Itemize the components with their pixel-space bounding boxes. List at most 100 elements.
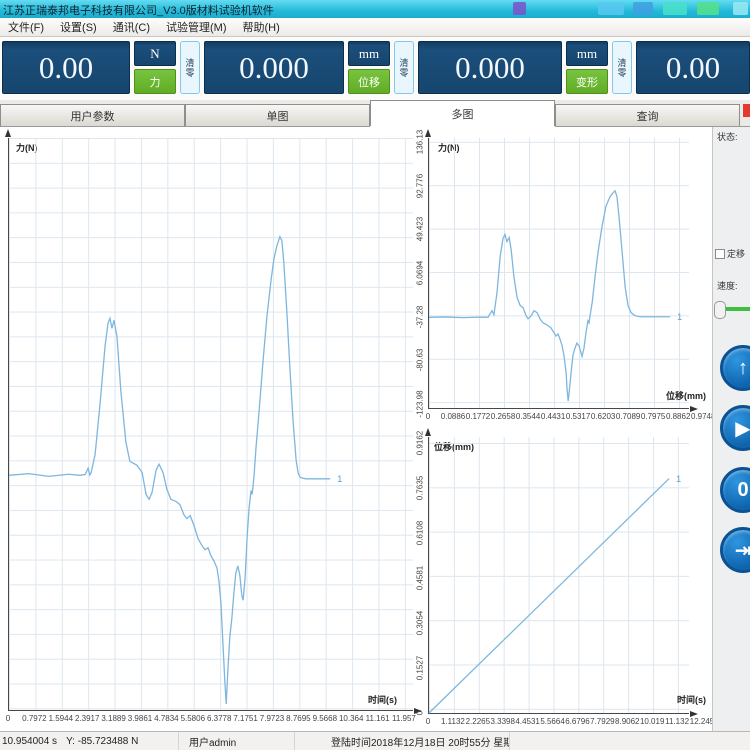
menubar: 文件(F) 设置(S) 通讯(C) 试验管理(M) 帮助(H) bbox=[0, 18, 750, 37]
data-series-line bbox=[9, 237, 330, 704]
y-axis-arrow-icon bbox=[425, 428, 431, 436]
x-tick: 11.957 bbox=[392, 714, 416, 723]
chart-area: 力(N) 1 00.79721.59442.39173.18893.98614.… bbox=[0, 127, 750, 731]
login-time-readout: 登陆时间2018年12月18日 20时55分 星期二 bbox=[331, 737, 510, 749]
extra-value: 0.00 bbox=[636, 41, 750, 94]
y-tick: 136.13 bbox=[415, 129, 425, 155]
y-tick: 0.1527 bbox=[415, 655, 425, 681]
force-unit: N bbox=[134, 41, 176, 66]
chart-force-time: 力(N) 1 00.79721.59442.39173.18893.98614.… bbox=[0, 127, 422, 731]
tab-user-params[interactable]: 用户参数 bbox=[0, 104, 185, 126]
x-tick-labels: 0 1.1132 2.2265 3.3398 4.4531 5.5664 6.6796 7.7… bbox=[426, 717, 714, 727]
x-tick: 6.3778 bbox=[206, 714, 232, 723]
statusbar: 10.954004 s Y: -85.723488 N 用户admin 登陆时间… bbox=[0, 731, 750, 750]
titlebar-decoration bbox=[663, 2, 687, 15]
x-tick: 12.245 bbox=[689, 717, 715, 726]
x-axis-label: 位移(mm) bbox=[666, 391, 706, 401]
menu-item-file[interactable]: 文件(F) bbox=[8, 22, 45, 34]
deformation-label: 变形 bbox=[566, 69, 608, 94]
x-tick-labels: 0 0.0886 0.1772 0.2658 0.3544 0.4431 0.5317 0.6… bbox=[426, 412, 716, 422]
deformation-display-group: 0.000 mm 变形 清零 bbox=[418, 41, 632, 96]
zero-icon: 0 bbox=[737, 478, 749, 501]
deformation-clear-button[interactable]: 清零 bbox=[612, 41, 632, 94]
y-tick: 0.4581 bbox=[415, 565, 425, 591]
deformation-unit: mm bbox=[566, 41, 608, 66]
x-tick: 4.4531 bbox=[515, 717, 540, 726]
x-tick: 10.364 bbox=[338, 714, 364, 723]
speed-slider[interactable] bbox=[714, 301, 750, 319]
titlebar-decoration bbox=[633, 2, 653, 15]
menu-item-test-manage[interactable]: 试验管理(M) bbox=[166, 22, 227, 34]
series-label: 1 bbox=[337, 473, 343, 484]
tab-single-chart[interactable]: 单图 bbox=[185, 104, 370, 126]
x-tick: 5.5806 bbox=[180, 714, 206, 723]
force-label: 力 bbox=[134, 69, 176, 94]
x-tick: 0.7975 bbox=[640, 412, 666, 421]
jog-up-button[interactable]: ↑ bbox=[720, 345, 750, 391]
y-tick: 92.776 bbox=[415, 173, 425, 198]
y-tick: -123.98 bbox=[415, 390, 425, 418]
y-tick: 0.9162 bbox=[415, 430, 425, 456]
x-tick: 6.6796 bbox=[565, 717, 590, 726]
x-tick: 0 bbox=[5, 714, 11, 723]
plot-force-displacement[interactable]: 1 bbox=[425, 129, 698, 412]
displacement-unit: mm bbox=[348, 41, 390, 66]
cursor-x-readout: 10.954004 s bbox=[2, 735, 58, 747]
x-tick: 9.5668 bbox=[312, 714, 338, 723]
titlebar-decoration bbox=[697, 2, 719, 15]
x-tick: 11.161 bbox=[365, 714, 390, 723]
x-tick: 1.5944 bbox=[48, 714, 74, 723]
red-indicator-bar bbox=[743, 104, 750, 117]
y-tick: 6.0694 bbox=[415, 260, 425, 286]
x-tick: 0.3544 bbox=[515, 412, 541, 421]
play-icon: ▶ bbox=[735, 417, 750, 440]
menu-item-help[interactable]: 帮助(H) bbox=[242, 22, 280, 34]
y-tick: 0.3054 bbox=[415, 610, 425, 636]
y-tick: 0.7635 bbox=[415, 475, 425, 501]
tab-query[interactable]: 查询 bbox=[555, 104, 740, 126]
x-axis-arrow-icon bbox=[414, 708, 422, 714]
titlebar-decoration bbox=[733, 2, 748, 15]
x-axis-label: 时间(s) bbox=[368, 695, 397, 705]
x-tick: 3.9861 bbox=[127, 714, 153, 723]
status-label: 状态: bbox=[717, 132, 738, 142]
tab-multi-chart[interactable]: 多图 bbox=[370, 100, 555, 126]
slider-thumb-icon[interactable] bbox=[714, 301, 726, 319]
arrow-up-icon: ↑ bbox=[738, 356, 748, 379]
displacement-label: 位移 bbox=[348, 69, 390, 94]
x-tick: 3.3398 bbox=[490, 717, 515, 726]
displacement-clear-button[interactable]: 清零 bbox=[394, 41, 414, 94]
force-clear-button[interactable]: 清零 bbox=[180, 41, 200, 94]
x-tick: 2.3917 bbox=[74, 714, 100, 723]
x-tick: 0.6203 bbox=[590, 412, 616, 421]
x-tick: 2.2265 bbox=[465, 717, 491, 726]
x-tick: 0.0886 bbox=[440, 412, 466, 421]
checkbox-icon bbox=[715, 248, 725, 259]
statusbar-spacer bbox=[510, 732, 750, 750]
zero-button[interactable]: 0 bbox=[720, 467, 750, 513]
x-tick: 0.7089 bbox=[615, 412, 641, 421]
displacement-value: 0.000 bbox=[204, 41, 344, 94]
x-tick: 0.2658 bbox=[490, 412, 516, 421]
x-tick: 7.9723 bbox=[259, 714, 285, 723]
y-tick: 0.6108 bbox=[415, 520, 425, 546]
y-axis-arrow-icon bbox=[425, 129, 431, 137]
x-tick: 10.019 bbox=[639, 717, 665, 726]
user-readout: 用户admin bbox=[189, 737, 237, 749]
x-tick: 0.5317 bbox=[565, 412, 591, 421]
return-arrow-icon: ⇥ bbox=[734, 539, 750, 562]
menu-item-settings[interactable]: 设置(S) bbox=[60, 22, 97, 34]
plot-displacement-time[interactable]: 1 bbox=[425, 428, 698, 717]
force-display-group: 0.00 N 力 清零 bbox=[2, 41, 200, 96]
plot-force-time[interactable]: 1 bbox=[5, 129, 422, 714]
x-tick: 8.9062 bbox=[615, 717, 640, 726]
run-button[interactable]: ▶ bbox=[720, 405, 750, 451]
return-button[interactable]: ⇥ bbox=[720, 527, 750, 573]
y-tick: 0 bbox=[415, 710, 425, 716]
titlebar: 江苏正瑞泰邦电子科技有限公司_V3.0版材料试验机软件 bbox=[0, 0, 750, 18]
chart-force-displacement: 力(N) 1 00.08860.17720.26580.35440.44310.… bbox=[416, 127, 716, 427]
x-tick: 11.132 bbox=[665, 717, 690, 726]
menu-item-comm[interactable]: 通讯(C) bbox=[112, 22, 150, 34]
fixed-displacement-checkbox[interactable]: 定移 bbox=[715, 247, 745, 260]
titlebar-decoration bbox=[598, 2, 624, 15]
